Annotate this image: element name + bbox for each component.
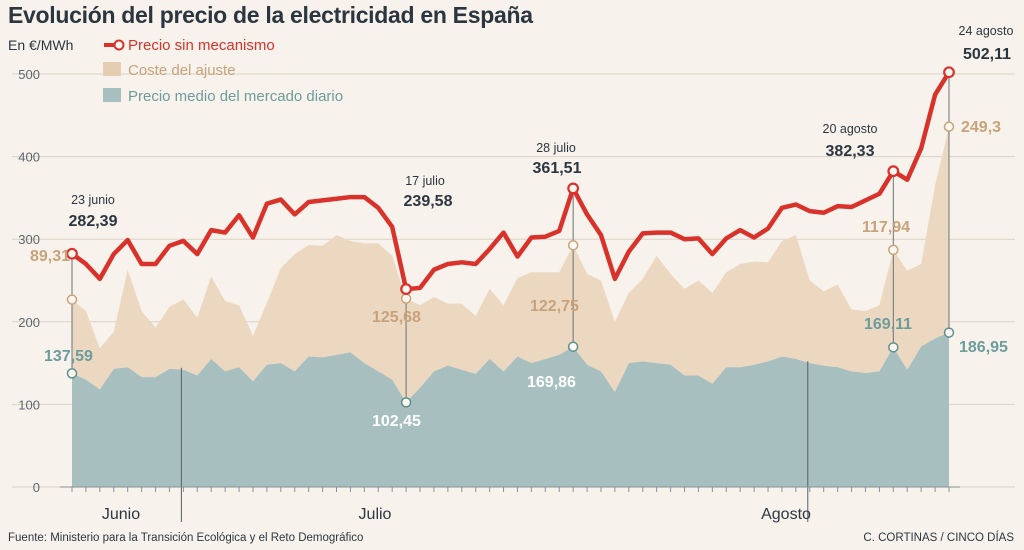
y-axis-unit: En €/MWh <box>8 37 73 53</box>
annotation-coste-value: 249,3 <box>961 119 1001 136</box>
precio-marker <box>887 165 900 178</box>
annotation-date: 24 agosto <box>959 24 1014 38</box>
precio-line <box>69 70 952 292</box>
precio-marker <box>943 66 955 79</box>
month-label: Junio <box>102 506 140 523</box>
y-tick-label: 500 <box>18 67 40 82</box>
legend-coste-label: Coste del ajuste <box>128 62 236 79</box>
precio-marker <box>567 182 580 195</box>
month-label: Julio <box>359 506 392 523</box>
annotation-precio-value: 282,39 <box>69 213 118 230</box>
annotation-coste-value: 89,31 <box>30 248 70 265</box>
y-tick-label: 400 <box>18 150 40 165</box>
annotation-coste-value: 125,68 <box>372 309 421 326</box>
credit-note: C. CORTINAS / CINCO DÍAS <box>863 532 1014 544</box>
annotation-date: 17 julio <box>405 174 445 188</box>
coste-marker <box>400 293 412 304</box>
mercado-area <box>72 332 949 487</box>
annotation-date: 20 agosto <box>823 122 878 136</box>
coste-marker <box>66 294 78 305</box>
chart-title: Evolución del precio de la electricidad … <box>8 2 533 28</box>
legend-coste-swatch <box>103 62 121 76</box>
y-tick-label: 100 <box>18 397 40 412</box>
annotation-mercado-value: 102,45 <box>372 413 421 430</box>
mercado-marker <box>943 327 955 338</box>
precio-marker <box>400 283 412 296</box>
annotation-mercado-value: 186,95 <box>959 339 1008 356</box>
coste-area <box>72 126 949 403</box>
source-note: Fuente: Ministerio para la Transición Ec… <box>8 532 364 544</box>
coste-marker <box>888 244 899 256</box>
mercado-marker <box>400 397 412 408</box>
annotation-precio-value: 502,11 <box>963 46 1011 63</box>
annotation-precio-value: 239,58 <box>404 193 453 210</box>
legend-precio-label: Precio sin mecanismo <box>128 37 275 54</box>
annotation-coste-value: 117,94 <box>862 219 910 236</box>
annotation-mercado-value: 169,86 <box>527 374 576 391</box>
precio-marker <box>66 247 78 260</box>
annotation-coste-value: 122,75 <box>530 298 579 315</box>
mercado-marker <box>567 341 579 352</box>
annotation-precio-value: 361,51 <box>533 160 582 177</box>
legend-mercado-label: Precio medio del mercado diario <box>128 88 343 105</box>
annotation-mercado-value: 169,11 <box>864 316 912 333</box>
mercado-marker <box>888 342 899 353</box>
annotation-mercado-value: 137,59 <box>44 348 93 365</box>
y-tick-label: 200 <box>18 315 40 330</box>
legend-mercado-swatch <box>103 88 121 102</box>
annotation-date: 23 junio <box>71 193 115 207</box>
y-tick-label: 0 <box>33 480 40 495</box>
annotation-date: 28 julio <box>536 141 576 155</box>
legend-precio-marker <box>113 39 125 51</box>
coste-marker <box>567 240 579 251</box>
annotation-precio-value: 382,33 <box>826 143 875 160</box>
mercado-marker <box>66 368 78 379</box>
y-tick-label: 300 <box>18 232 40 247</box>
month-label: Agosto <box>761 506 811 523</box>
coste-marker <box>943 121 955 132</box>
